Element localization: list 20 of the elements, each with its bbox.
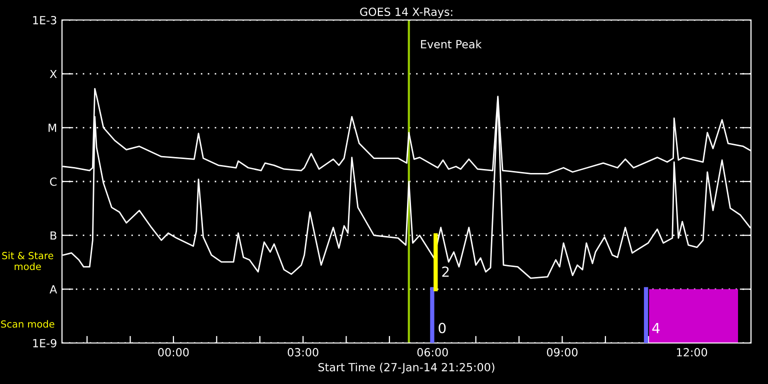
y-tick-label: 1E-3 [33,16,56,24]
x-tick-label: 00:00 [158,348,189,356]
text: Sit & Stare mode [2,252,54,270]
ref-line-label: Event Peak [421,40,482,48]
annotation: 0 [438,322,446,334]
x-tick-label: 06:00 [417,348,448,356]
y-tick-label: M [48,124,56,132]
annotation: 4 [652,322,660,334]
annotation: 2 [442,266,449,277]
text: Scan mode [1,320,54,328]
y-tick-label: 1E-9 [33,338,56,348]
x-tick-label: 09:00 [546,348,578,356]
x-tick-label: 12:00 [677,348,708,356]
x-tick-label: 03:00 [288,348,318,356]
x-axis-title: Start Time (27-Jan-14 21:25:00) [318,362,494,374]
chart-title: GOES 14 X-Rays: [360,8,452,18]
y-tick-label: C [50,177,57,186]
y-tick-label: B [50,231,56,240]
y-tick-label: X [50,70,57,78]
y-tick-label: A [50,285,58,294]
